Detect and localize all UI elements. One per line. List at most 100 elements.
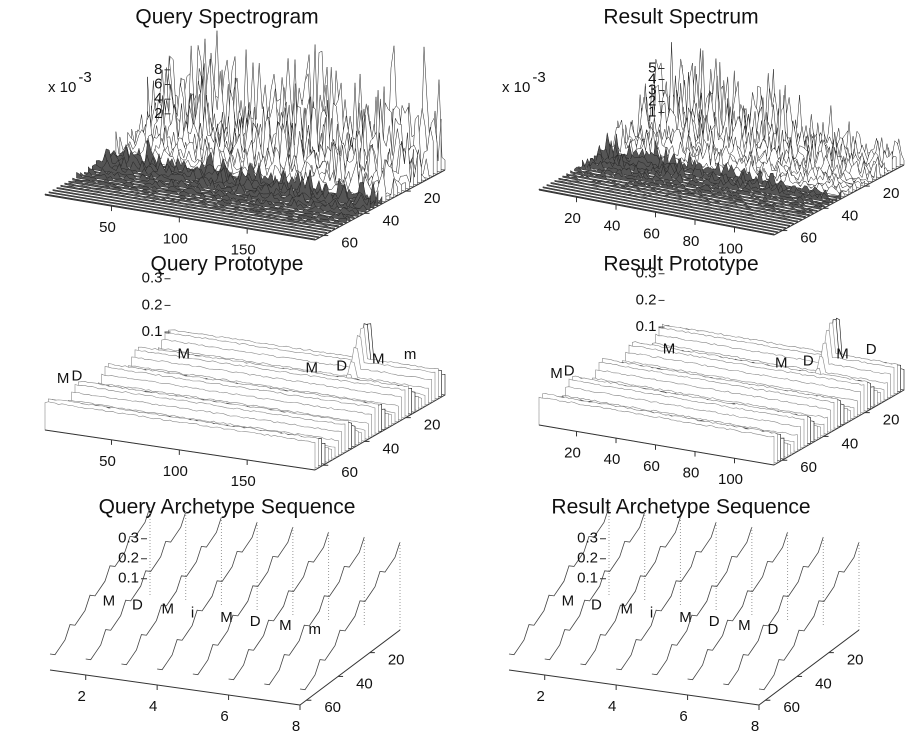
axis-multiplier: x 10 — [502, 79, 530, 96]
x-tick-label: 8 — [292, 718, 300, 735]
z-tick-label: 0.2 — [118, 550, 139, 567]
y-tick-label: 20 — [388, 652, 405, 669]
annotation: M — [161, 601, 174, 618]
annotation: D — [336, 358, 347, 375]
axis-multiplier-exponent: -3 — [78, 69, 91, 86]
z-tick-label: 0.2 — [142, 296, 163, 313]
x-tick-label: 80 — [683, 233, 700, 250]
z-tick-label: 0.2 — [636, 291, 657, 308]
annotation: D — [803, 353, 814, 370]
annotation: M — [775, 355, 788, 372]
z-tick-label: 0.3 — [636, 265, 657, 282]
sequence-trace — [264, 537, 364, 685]
x-tick-label: 20 — [564, 444, 581, 461]
annotation: M — [306, 360, 319, 377]
x-tick-label: 50 — [99, 453, 116, 470]
annotation: M — [103, 592, 116, 609]
x-tick-label: 40 — [604, 451, 621, 468]
y-axis — [300, 630, 400, 705]
annotation: D — [591, 597, 602, 614]
sequence-trace — [723, 537, 823, 685]
annotation: M — [279, 617, 292, 634]
chart-title: Result Spectrum — [603, 6, 758, 29]
annotation: M — [178, 345, 191, 362]
y-tick-label: 60 — [341, 464, 358, 481]
y-tick-label: 60 — [341, 235, 358, 252]
annotation: D — [564, 362, 575, 379]
x-tick-label: 50 — [99, 219, 116, 236]
y-tick-label: 60 — [800, 459, 817, 476]
annotation: M — [220, 609, 233, 626]
x-tick-label: 150 — [231, 473, 256, 490]
annotation: M — [738, 617, 751, 634]
y-tick-label: 40 — [383, 212, 400, 229]
y-tick-label: 60 — [324, 699, 341, 716]
annotation: M — [372, 351, 385, 368]
y-tick-label: 20 — [883, 185, 900, 202]
annotation: M — [57, 370, 70, 387]
z-tick-label: 0.3 — [142, 270, 163, 287]
z-tick-label: 0.1 — [118, 570, 139, 587]
y-tick-label: 40 — [356, 675, 373, 692]
annotation: M — [620, 601, 633, 618]
sequence-trace — [193, 527, 293, 675]
annotation: i — [191, 605, 194, 622]
annotation: M — [562, 592, 575, 609]
x-tick-label: 8 — [751, 718, 759, 735]
chart-title: Query Spectrogram — [135, 6, 318, 29]
sequence-trace — [688, 532, 788, 680]
sequence-trace — [157, 522, 257, 670]
x-tick-label: 60 — [643, 225, 660, 242]
chart-title: Result Prototype — [603, 253, 758, 276]
y-tick-label: 40 — [383, 440, 400, 457]
y-tick-label: 60 — [783, 699, 800, 716]
annotation: M — [679, 609, 692, 626]
z-tick-label: 0.1 — [142, 323, 163, 340]
chart-title: Query Archetype Sequence — [99, 496, 356, 519]
annotation: M — [663, 340, 676, 357]
x-tick-label: 4 — [149, 698, 157, 715]
y-axis — [759, 630, 859, 705]
z-tick-label: 2 — [154, 105, 162, 122]
sequence-trace — [616, 522, 716, 670]
y-tick-label: 40 — [842, 207, 859, 224]
x-axis — [509, 670, 759, 705]
annotation: D — [768, 621, 779, 638]
x-tick-label: 80 — [683, 465, 700, 482]
x-axis — [50, 670, 300, 705]
x-tick-label: 2 — [537, 688, 545, 705]
annotation: m — [309, 621, 322, 638]
annotation: D — [72, 367, 83, 384]
annotation: m — [404, 346, 417, 363]
x-tick-label: 2 — [78, 688, 86, 705]
x-tick-label: 6 — [220, 708, 228, 725]
y-tick-label: 20 — [883, 412, 900, 429]
z-tick-label: 0.3 — [577, 530, 598, 547]
z-tick-label: 0.3 — [118, 530, 139, 547]
chart-title: Result Archetype Sequence — [551, 496, 810, 519]
z-tick-label: 6 — [154, 75, 162, 92]
y-tick-label: 20 — [424, 417, 441, 434]
x-tick-label: 100 — [718, 471, 743, 488]
x-tick-label: 6 — [679, 708, 687, 725]
chart-title: Query Prototype — [151, 253, 304, 276]
y-tick-label: 40 — [842, 435, 859, 452]
axis-multiplier-exponent: -3 — [532, 69, 545, 86]
z-tick-label: 0.1 — [577, 570, 598, 587]
z-tick-label: 0.1 — [636, 318, 657, 335]
annotation: D — [250, 613, 261, 630]
sequence-trace — [229, 532, 329, 680]
z-tick-label: 4 — [154, 90, 162, 107]
x-tick-label: 100 — [163, 230, 188, 247]
x-tick-label: 100 — [163, 463, 188, 480]
x-tick-label: 60 — [643, 458, 660, 475]
z-tick-label: 5 — [648, 59, 656, 76]
annotation: M — [550, 365, 563, 382]
y-tick-label: 40 — [815, 675, 832, 692]
z-tick-label: 0.2 — [577, 550, 598, 567]
y-tick-label: 20 — [847, 652, 864, 669]
